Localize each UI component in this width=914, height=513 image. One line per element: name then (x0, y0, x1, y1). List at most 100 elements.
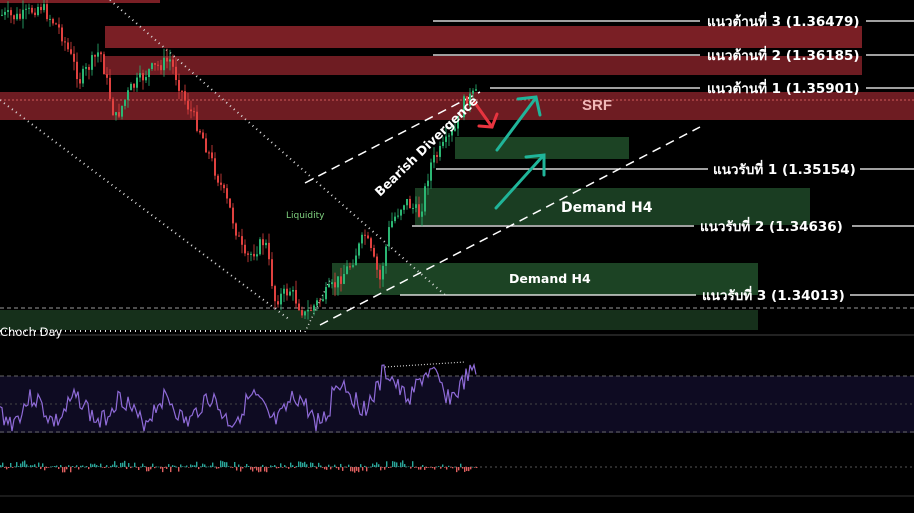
histogram-bar (118, 467, 120, 468)
histogram-bar (410, 467, 412, 469)
histogram-bar (142, 463, 144, 467)
histogram-bar (166, 467, 168, 469)
histogram-bar (230, 467, 232, 468)
candle-body (142, 73, 144, 81)
histogram-bar (428, 467, 430, 468)
histogram-bar (212, 462, 214, 467)
histogram-bar (348, 464, 350, 467)
histogram-bar (226, 462, 228, 467)
candle-body (163, 57, 165, 71)
histogram-bar (56, 465, 58, 467)
histogram-bar (374, 465, 376, 467)
arrow-down-icon (473, 101, 499, 129)
down-channel-lower (0, 99, 291, 321)
histogram-bar (238, 464, 240, 467)
histogram-bar (270, 465, 272, 467)
histogram-bar (318, 462, 320, 467)
candle-body (25, 8, 27, 10)
histogram-bar (412, 461, 414, 467)
candle-body (319, 300, 321, 302)
histogram-bar (334, 464, 336, 467)
histogram-bar (312, 462, 314, 467)
candle-body (430, 162, 432, 181)
histogram-bar (116, 465, 118, 467)
candle-body (175, 66, 177, 81)
histogram-bar (22, 461, 24, 467)
candle-body (280, 293, 282, 305)
histogram-bar (208, 466, 210, 468)
histogram-bar (358, 467, 360, 473)
candle-body (157, 64, 159, 66)
demand-zone-small (455, 137, 629, 159)
candle-body (418, 204, 420, 217)
histogram-bar (62, 467, 64, 473)
candle-body (31, 7, 33, 13)
histogram-bar (462, 467, 464, 469)
candle-body (442, 141, 444, 146)
candle-body (22, 9, 24, 19)
histogram-bar (252, 467, 254, 472)
histogram-bar (124, 460, 126, 467)
histogram-bar (150, 467, 152, 470)
resistance-label-2: แนวต้านที่ 2 (1.36185) (707, 45, 860, 64)
histogram-bar (126, 467, 128, 470)
candle-body (259, 239, 261, 255)
histogram-bar (372, 463, 374, 467)
histogram-bar (46, 467, 48, 469)
histogram-bar (436, 466, 438, 468)
candle-body (322, 299, 324, 301)
candle-body (106, 74, 108, 78)
candle-body (400, 209, 402, 216)
candle-body (262, 239, 264, 246)
candle-body (145, 77, 147, 81)
histogram-bar (286, 467, 288, 468)
histogram-bar (40, 467, 42, 470)
histogram-bar (102, 467, 104, 468)
candle-body (379, 269, 381, 280)
candle-body (472, 90, 474, 94)
candle-body (364, 234, 366, 236)
histogram-bar (192, 465, 194, 467)
candle-body (118, 112, 120, 117)
candle-body (412, 207, 414, 209)
histogram-bar (2, 462, 4, 467)
candle-body (304, 311, 306, 316)
histogram-bar (164, 467, 166, 468)
histogram-bar (382, 467, 384, 468)
histogram-bar (434, 467, 436, 470)
histogram-bar (278, 467, 280, 469)
candle-body (235, 223, 237, 236)
histogram-bar (280, 463, 282, 467)
histogram-bar (224, 462, 226, 467)
candle-body (220, 182, 222, 185)
histogram-bar (136, 467, 138, 468)
candle-body (301, 310, 303, 316)
histogram-bar (310, 462, 312, 467)
histogram-bar (70, 467, 72, 473)
histogram-bar (380, 467, 382, 471)
histogram-bar (132, 466, 134, 468)
candle-body (457, 115, 459, 129)
candle-body (124, 99, 126, 106)
histogram-bar (42, 463, 44, 467)
histogram-bar (34, 464, 36, 467)
histogram-bar (44, 467, 46, 471)
candle-body (460, 115, 462, 118)
histogram-bar (72, 466, 74, 467)
histogram-bar (140, 466, 142, 468)
candle-body (475, 89, 477, 91)
histogram-bar (156, 466, 158, 468)
candle-body (229, 198, 231, 208)
candle-body (214, 158, 216, 176)
candle-body (361, 234, 363, 244)
histogram-bar (418, 467, 420, 470)
histogram-bar (242, 467, 244, 469)
candle-body (196, 111, 198, 131)
histogram-bar (460, 463, 462, 467)
candle-body (85, 67, 87, 69)
histogram-bar (18, 466, 20, 467)
histogram-bar (298, 461, 300, 467)
histogram-bar (200, 466, 202, 467)
histogram-bar (74, 467, 76, 468)
